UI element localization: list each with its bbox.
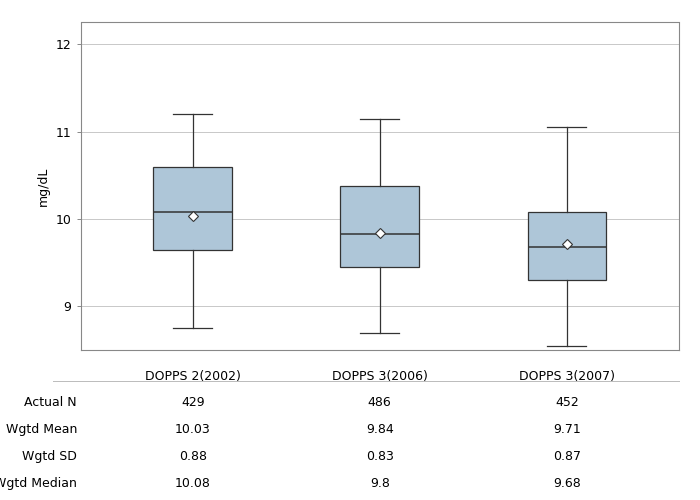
Text: 10.03: 10.03	[175, 423, 211, 436]
PathPatch shape	[528, 212, 606, 280]
Text: Wgtd Median: Wgtd Median	[0, 477, 77, 490]
Text: 9.68: 9.68	[553, 477, 581, 490]
Text: Wgtd SD: Wgtd SD	[22, 450, 77, 463]
Y-axis label: mg/dL: mg/dL	[37, 166, 50, 206]
Text: 429: 429	[181, 396, 204, 409]
Text: 9.8: 9.8	[370, 477, 390, 490]
Text: DOPPS 3(2006): DOPPS 3(2006)	[332, 370, 428, 383]
Text: DOPPS 2(2002): DOPPS 2(2002)	[145, 370, 241, 383]
Text: 9.84: 9.84	[366, 423, 393, 436]
Text: 452: 452	[555, 396, 579, 409]
Text: 0.87: 0.87	[553, 450, 581, 463]
Text: DOPPS 3(2007): DOPPS 3(2007)	[519, 370, 615, 383]
Text: Actual N: Actual N	[25, 396, 77, 409]
Text: 9.71: 9.71	[553, 423, 581, 436]
Text: 0.83: 0.83	[366, 450, 393, 463]
Text: 10.08: 10.08	[175, 477, 211, 490]
PathPatch shape	[153, 166, 232, 250]
Text: Wgtd Mean: Wgtd Mean	[6, 423, 77, 436]
PathPatch shape	[340, 186, 419, 267]
Text: 0.88: 0.88	[178, 450, 206, 463]
Text: 486: 486	[368, 396, 391, 409]
